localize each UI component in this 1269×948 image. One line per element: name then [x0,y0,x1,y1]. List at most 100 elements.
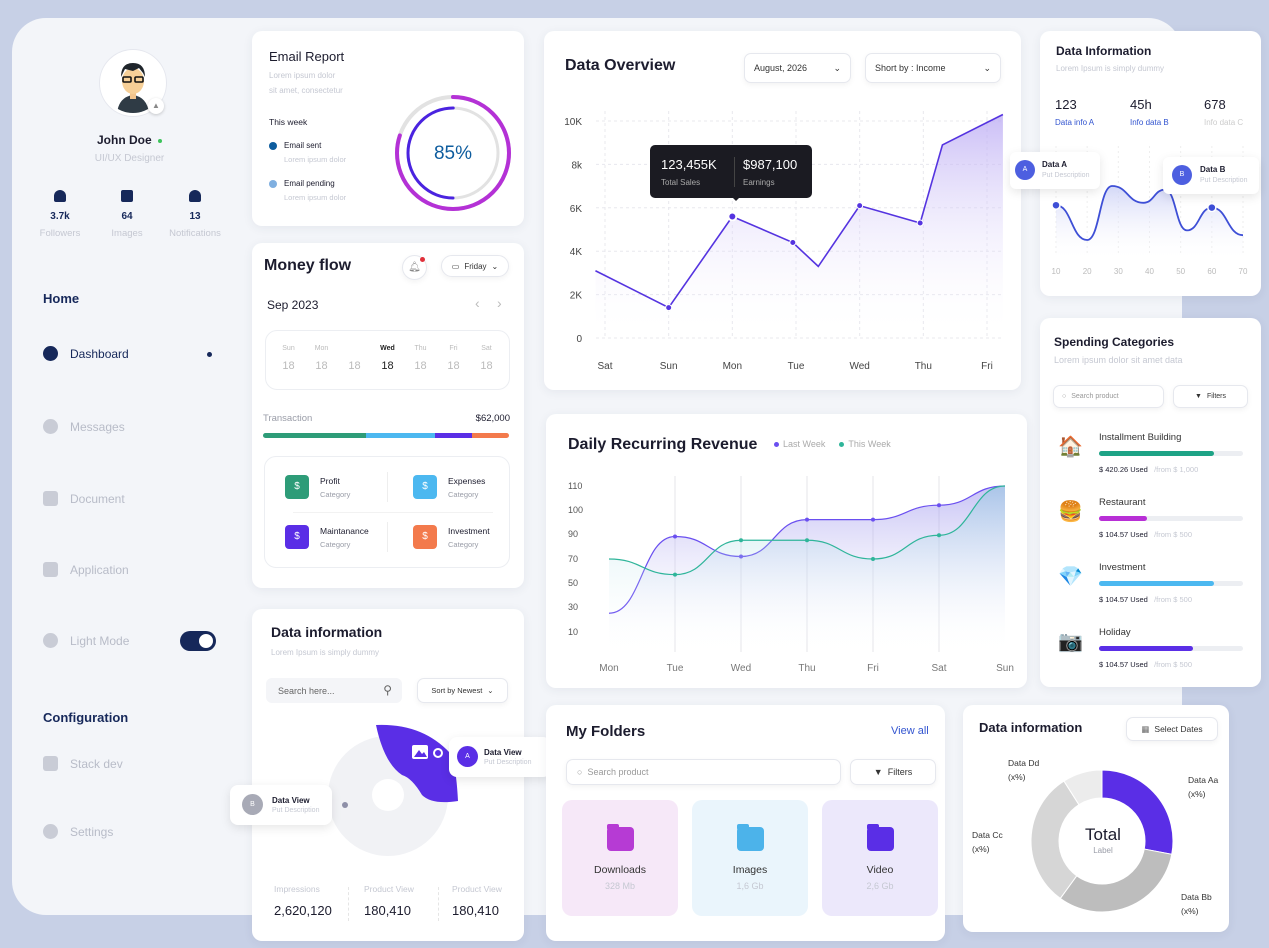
stat-label: Impressions [274,884,320,894]
y-tick-label: 90 [568,529,578,539]
x-tick-label: Tue [788,361,805,372]
transaction-label: Transaction [263,413,313,424]
profile-stat[interactable]: 13 Notifications [155,190,235,239]
callout-desc: Put Description [272,807,320,814]
calendar-icon: ▭ [451,261,460,271]
folder-downloads[interactable]: Downloads 328 Mb [562,800,678,916]
search-product-input[interactable]: ○ Search product [566,759,841,785]
search-product-input[interactable]: ○ Search product [1053,385,1164,408]
spending-limit: /from $ 500 [1154,530,1192,539]
day-cell[interactable]: Wed 18 [374,345,402,389]
profile-stat[interactable]: 64 Images [87,190,167,239]
sidebar-item-settings[interactable]: Settings [43,824,113,839]
folder-video[interactable]: Video 2,6 Gb [822,800,938,916]
tooltip-earnings-label: Earnings [743,178,775,187]
category-name: Profit [320,476,340,486]
home-icon [43,346,58,361]
y-tick-label: 2K [570,291,583,302]
my-folders-card: My Folders View all ○ Search product ▼ Fil… [546,705,945,941]
callout-data-a[interactable]: A Data A Put Description [1010,152,1100,189]
callout-data-view-a[interactable]: A Data View Put Description [449,737,551,777]
x-tick-label: Sun [660,361,678,372]
spending-item-name: Installment Building [1099,432,1182,443]
stat-value: 678 [1204,97,1226,112]
day-cell[interactable]: Mon 18 [308,345,336,389]
chevron-down-icon: ⌄ [983,62,991,73]
spending-used: $ 104.57 Used [1099,530,1148,539]
x-tick-label: 70 [1239,267,1248,276]
prev-month-button[interactable]: ‹ [475,295,480,311]
email-report-title: Email Report [269,49,345,64]
sidebar-item-dashboard[interactable]: Dashboard [43,346,129,361]
data-overview-chart: 0 2K 4K 6K 8k 10K Sat Sun Mon Tue Wed Thu Fri [564,111,1004,372]
day-cell[interactable]: 18 [341,345,369,389]
filters-button[interactable]: ▼ Filters [1173,385,1248,408]
sidebar-item-application[interactable]: Application [43,562,129,577]
spending-item[interactable]: 🏠 Installment Building $ 420.26 Used /fr… [1040,428,1261,483]
category-grid: $ Profit Category $ Expenses Category $ … [264,456,510,568]
sidebar-item-light-mode[interactable]: Light Mode [43,633,129,648]
callout-data-b[interactable]: B Data B Put Description [1163,157,1259,194]
data-point [665,304,673,312]
data-information-card: Data information Lorem Ipsum is simply d… [230,609,551,941]
week-strip: Sun 18 Mon 18 18 Wed 18 Thu 18 Fri 18 Sa… [265,330,510,390]
x-tick-label: Fri [981,361,993,372]
day-cell[interactable]: Thu 18 [407,345,435,389]
callout-data-view-b[interactable]: B Data View Put Description [230,785,332,825]
profile-stat[interactable]: 3.7k Followers [20,190,100,239]
transaction-segment [366,433,436,438]
callout-desc: Put Description [1042,172,1090,179]
x-tick-label: 40 [1145,267,1154,276]
stat-value: 3.7k [50,211,70,222]
x-tick-label: Mon [723,361,742,372]
filter-icon: ▼ [873,767,883,777]
next-month-button[interactable]: › [497,295,502,311]
spending-progress [1099,516,1243,521]
view-all-link[interactable]: View all [891,725,929,737]
day-cell[interactable]: Sun 18 [275,345,303,389]
daily-recurring-revenue-card: Daily Recurring Revenue Last Week This We… [546,414,1027,688]
day-select-value: Friday [464,261,487,271]
sidebar-item-messages[interactable]: Messages [43,419,125,434]
data-information-subtitle: Lorem Ipsum is simply dummy [271,648,380,657]
bell-icon [189,190,201,202]
y-tick-label: 8k [571,160,583,171]
avatar-badge-icon[interactable]: ▲ [148,98,164,114]
filters-button[interactable]: ▼ Filters [850,759,936,785]
stat-label: Info data B [1130,118,1169,127]
stat-value: 2,620,120 [274,903,332,918]
day-select[interactable]: ▭ Friday ⌄ [441,255,509,277]
drr-title: Daily Recurring Revenue [568,436,758,453]
y-tick-label: 100 [568,505,583,515]
sort-select[interactable]: Sort by Newest ⌄ [417,678,508,703]
folder-images[interactable]: Images 1,6 Gb [692,800,808,916]
category-sub: Category [448,540,479,549]
data-point [789,239,797,247]
day-number: 18 [414,360,427,372]
document-icon [43,491,58,506]
x-tick-label: Sat [597,361,612,372]
search-placeholder: Search here... [278,686,335,696]
date-select[interactable]: August, 2026 ⌄ [744,53,851,83]
spending-item[interactable]: 💎 Investment $ 104.57 Used /from $ 500 [1040,558,1261,613]
sidebar-item-document[interactable]: Document [43,491,125,506]
select-dates-button[interactable]: ▦ Select Dates [1126,717,1218,741]
light-mode-toggle[interactable] [180,631,216,651]
spending-item[interactable]: 📷 Holiday $ 104.57 Used /from $ 500 [1040,623,1261,678]
search-input[interactable]: Search here... ⚲ [266,678,402,703]
day-cell[interactable]: Fri 18 [440,345,468,389]
pie-highlight-slice[interactable] [372,723,462,805]
data-point [739,538,743,543]
ring-outer-progress [395,95,511,211]
day-cell[interactable]: Sat 18 [473,345,501,389]
day-number: 18 [315,360,328,372]
y-tick-label: 10K [564,117,582,128]
sidebar-item-label: Stack dev [70,756,123,771]
spending-subtitle: Lorem ipsum dolor sit amet data [1054,355,1183,365]
spending-item[interactable]: 🍔 Restaurant $ 104.57 Used /from $ 500 [1040,493,1261,548]
transaction-segment [435,433,473,438]
sort-select[interactable]: Short by : Income ⌄ [865,53,1001,83]
sidebar-item-stack-dev[interactable]: Stack dev [43,756,123,771]
search-icon: ○ [1062,393,1067,400]
stat-label: Images [111,228,143,239]
